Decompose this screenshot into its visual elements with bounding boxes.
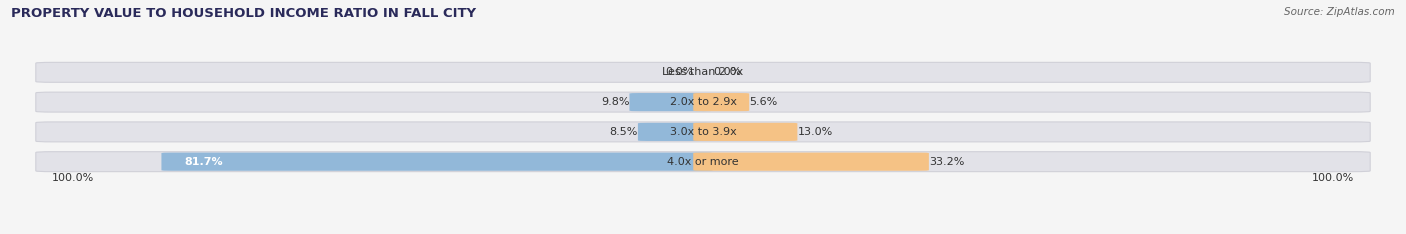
FancyBboxPatch shape xyxy=(638,123,713,141)
Text: 0.0%: 0.0% xyxy=(713,67,741,77)
Text: 8.5%: 8.5% xyxy=(610,127,638,137)
Text: 13.0%: 13.0% xyxy=(797,127,832,137)
Text: 9.8%: 9.8% xyxy=(600,97,630,107)
FancyBboxPatch shape xyxy=(693,93,749,111)
Text: 5.6%: 5.6% xyxy=(749,97,778,107)
FancyBboxPatch shape xyxy=(35,62,1371,82)
Text: 2.0x to 2.9x: 2.0x to 2.9x xyxy=(669,97,737,107)
Text: Less than 2.0x: Less than 2.0x xyxy=(662,67,744,77)
FancyBboxPatch shape xyxy=(693,153,929,171)
Text: 100.0%: 100.0% xyxy=(1312,173,1354,183)
FancyBboxPatch shape xyxy=(35,92,1371,112)
FancyBboxPatch shape xyxy=(693,123,797,141)
Text: 33.2%: 33.2% xyxy=(929,157,965,167)
Text: 81.7%: 81.7% xyxy=(184,157,222,167)
FancyBboxPatch shape xyxy=(630,93,713,111)
FancyBboxPatch shape xyxy=(35,122,1371,142)
Text: 4.0x or more: 4.0x or more xyxy=(668,157,738,167)
Text: 100.0%: 100.0% xyxy=(52,173,94,183)
Text: 3.0x to 3.9x: 3.0x to 3.9x xyxy=(669,127,737,137)
FancyBboxPatch shape xyxy=(35,152,1371,172)
Text: 0.0%: 0.0% xyxy=(665,67,693,77)
FancyBboxPatch shape xyxy=(162,153,713,171)
Text: PROPERTY VALUE TO HOUSEHOLD INCOME RATIO IN FALL CITY: PROPERTY VALUE TO HOUSEHOLD INCOME RATIO… xyxy=(11,7,477,20)
Text: Source: ZipAtlas.com: Source: ZipAtlas.com xyxy=(1284,7,1395,17)
